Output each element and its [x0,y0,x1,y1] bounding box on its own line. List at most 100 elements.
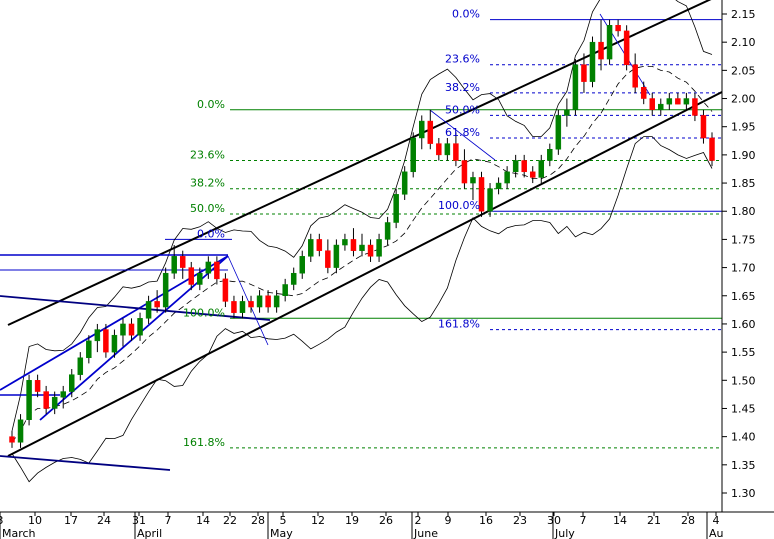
candle [444,137,451,161]
candle [700,109,707,144]
candle-body [487,188,493,212]
candle [461,149,468,189]
y-tick-label: 1.35 [731,459,756,472]
lower-band-line [11,136,713,483]
x-tick-label: 28 [681,514,695,527]
fib-level-label: 23.6% [445,53,480,66]
candle-body [248,301,254,308]
candle-body [572,64,579,111]
upper-band-line [11,0,713,432]
candle-body [649,98,655,111]
x-tick-label: 26 [379,514,393,527]
candle [239,295,246,319]
candle-body [598,41,604,60]
candle [572,59,579,116]
y-tick-label: 1.95 [731,121,756,134]
candle [495,177,502,195]
candle-body [709,137,715,161]
blue-diagonal-line [429,109,496,161]
candle [273,290,280,313]
x-tick-label: 17 [64,514,78,527]
fib-level-label: 0.0% [197,98,225,111]
candle [640,81,647,105]
candle [683,92,690,110]
candle [649,92,655,116]
candle-body [453,143,459,161]
candle-body [282,284,288,297]
candle-body [111,334,118,353]
candle-body [290,272,297,285]
candle [538,154,545,184]
x-tick-label: 3 [0,514,4,527]
y-tick-label: 1.70 [731,262,756,275]
fib-level-label: 0.0% [197,227,225,240]
x-tick-label: 4 [713,514,720,527]
candle-body [17,419,24,443]
candle [367,239,374,262]
candle-body [342,239,348,246]
candle-body [700,115,707,139]
candle [555,109,562,155]
fib-level-label: 38.2% [190,177,225,190]
candle [179,250,186,279]
candle [478,171,485,217]
candle-body [51,396,58,409]
candle-body [120,323,126,336]
candle [60,385,66,409]
month-label: June [413,527,438,539]
candle [154,290,160,313]
candle-body [222,278,229,302]
month-label: May [270,527,293,539]
candle-body [316,239,323,251]
x-tick-label: 7 [165,514,172,527]
candle-body [632,64,638,88]
candle [205,256,212,279]
candle [248,295,254,313]
candle-body [162,272,169,308]
candle [26,374,32,426]
candle-body [410,137,416,173]
candle [290,267,297,291]
candle [410,132,416,178]
candle-body [214,261,220,280]
y-tick-label: 1.60 [731,318,756,331]
navy-line-upper [0,295,271,321]
candle-body [504,171,510,184]
candle-body [683,98,690,105]
y-tick-label: 2.05 [731,64,756,77]
candle-body [393,194,399,223]
candle [342,233,348,251]
candle [231,295,237,319]
candle-body [606,25,613,60]
candle-body [171,256,177,274]
candle-body [384,222,391,240]
candle [521,154,527,178]
fib-level-label: 61.8% [445,126,480,139]
candle [598,19,604,71]
candle-body [547,148,553,161]
middle-band-line [11,66,713,443]
candle-body [188,267,195,285]
y-tick-label: 2.00 [731,93,756,106]
x-tick-label: 21 [647,514,661,527]
candle-body [521,160,527,173]
candle [137,312,143,341]
candle [487,183,493,217]
x-tick-label: 7 [580,514,587,527]
candle [350,228,357,257]
x-tick-label: 30 [547,514,561,527]
candle-body [308,239,314,257]
x-tick-label: 31 [132,514,146,527]
y-tick-label: 1.75 [731,233,756,246]
x-tick-label: 24 [97,514,111,527]
candle-body [86,340,92,359]
y-tick-label: 2.10 [731,36,756,49]
candle [43,385,49,415]
candle [359,233,365,257]
fib-level-label: 100.0% [183,306,225,319]
candle [325,239,331,274]
candle-body [367,244,374,257]
candle-body [265,295,271,308]
